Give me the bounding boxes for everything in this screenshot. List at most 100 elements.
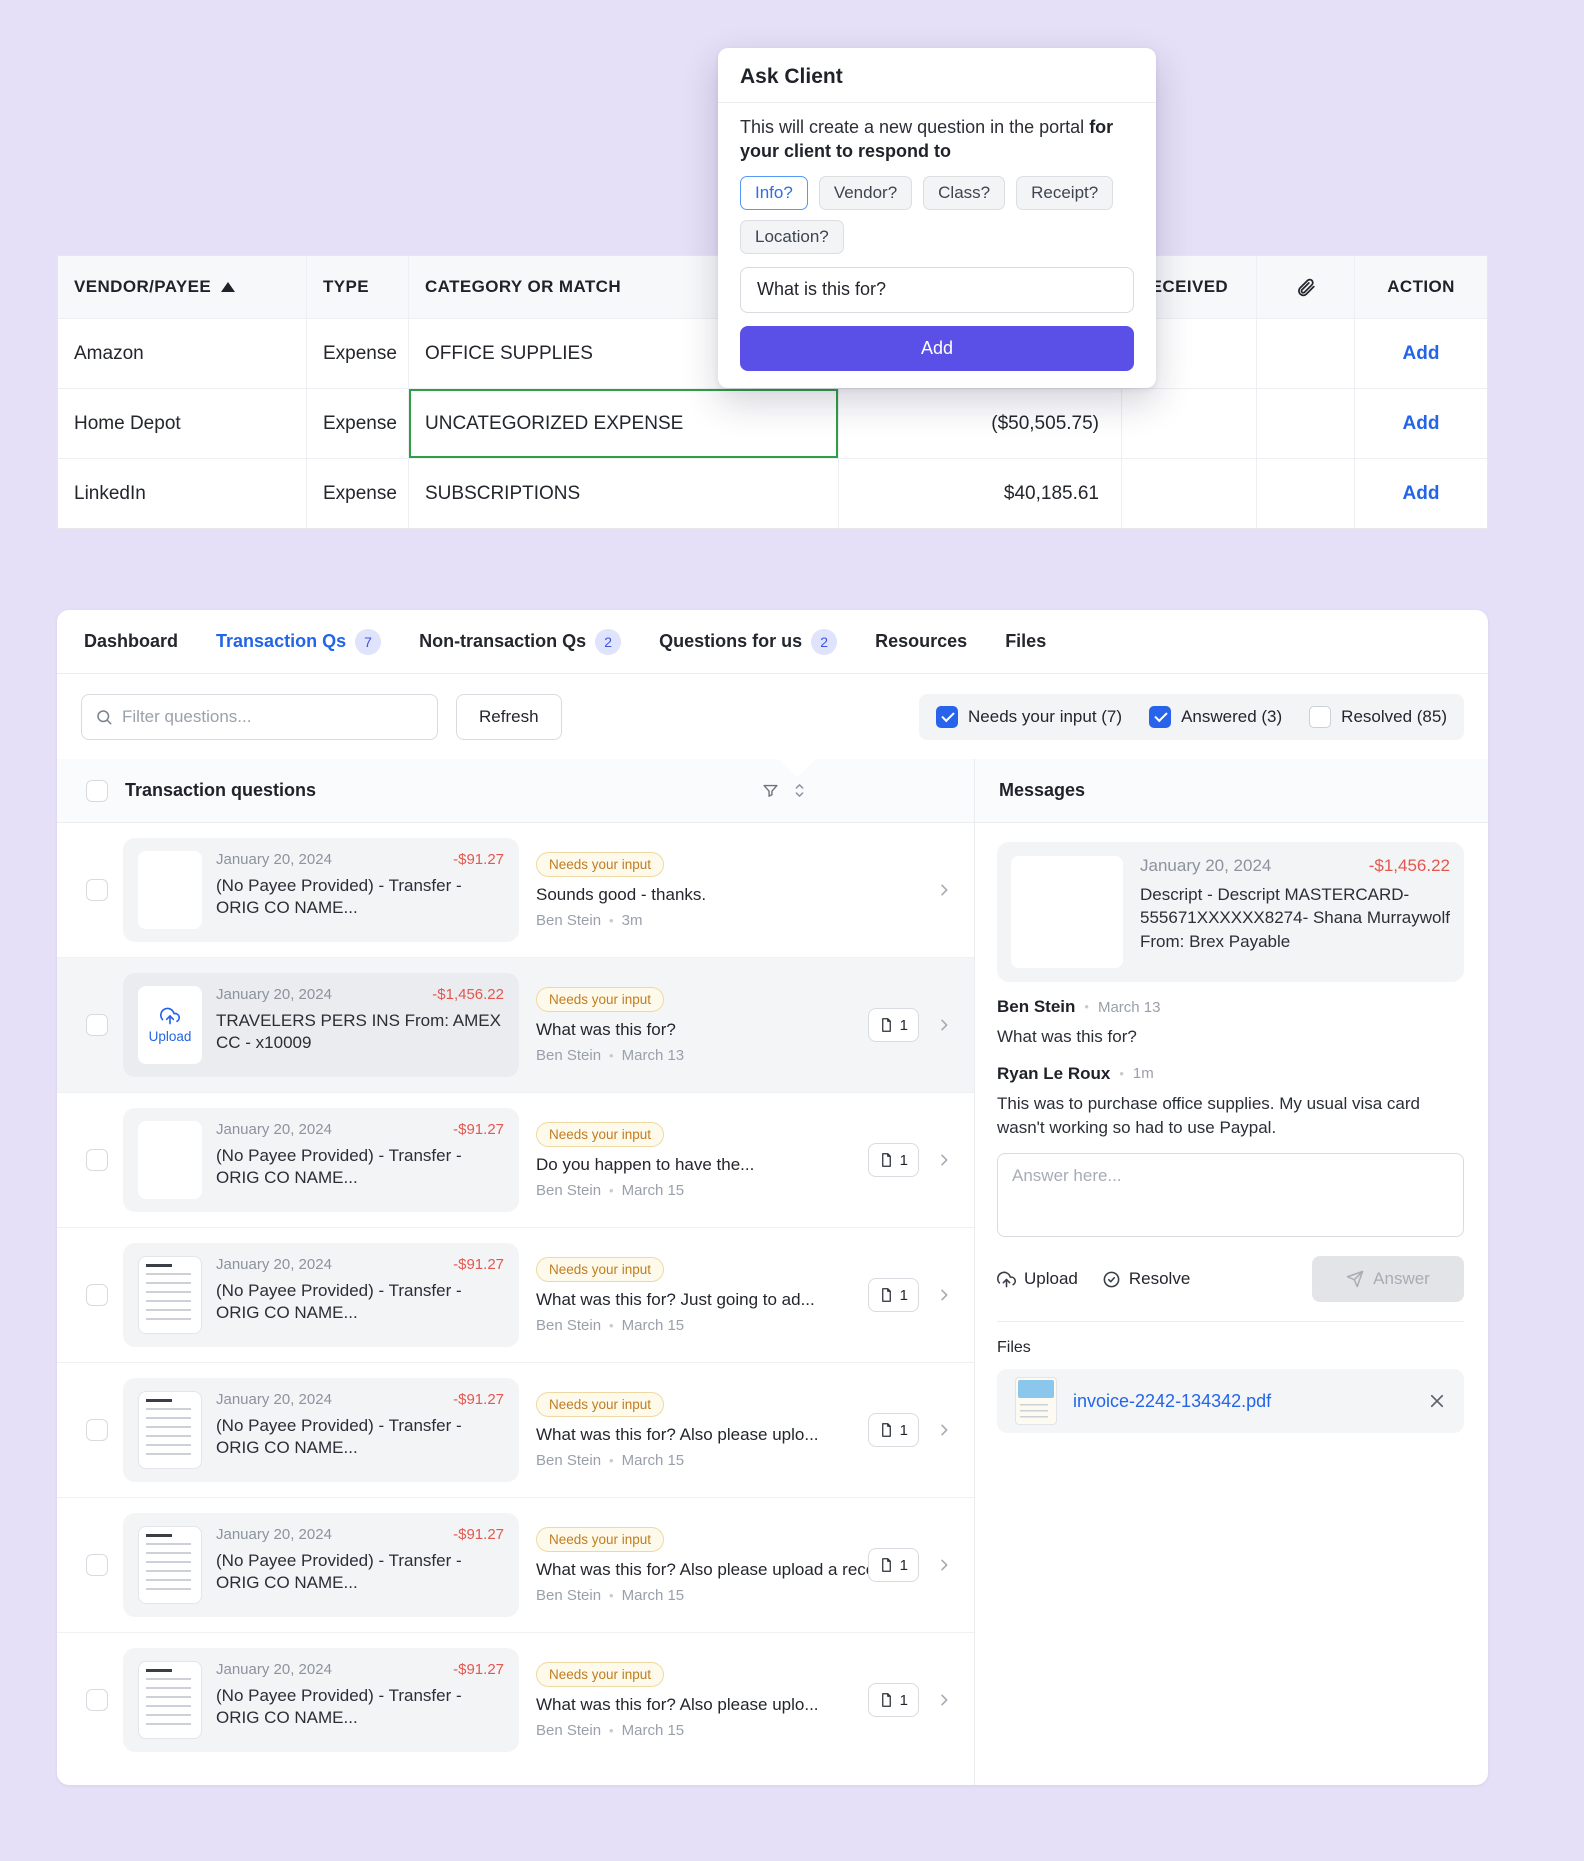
row-checkbox[interactable]	[86, 879, 108, 901]
sort-toggle-icon[interactable]	[792, 782, 807, 799]
column-header-type[interactable]: TYPE	[307, 256, 409, 318]
payee-text: (No Payee Provided) - Transfer - ORIG CO…	[216, 1686, 462, 1728]
category-cell[interactable]: SUBSCRIPTIONS	[409, 458, 839, 528]
row-checkbox[interactable]	[86, 1284, 108, 1306]
message: Ryan Le Roux 1m This was to purchase off…	[997, 1064, 1464, 1140]
receipt-thumbnail	[138, 1256, 202, 1334]
chevron-right-icon[interactable]	[936, 1557, 952, 1573]
status-badge: Needs your input	[536, 851, 665, 877]
attachment-count-chip[interactable]: 1	[867, 1683, 919, 1717]
file-link[interactable]: invoice-2242-134342.pdf	[1073, 1390, 1272, 1411]
filter-questions-search[interactable]	[81, 693, 438, 740]
chip-class[interactable]: Class?	[923, 175, 1006, 210]
vendor-cell[interactable]: LinkedIn	[58, 458, 307, 528]
list-item-selected[interactable]: Upload January 20, 2024 -$1,456.22 TRAVEL…	[57, 957, 974, 1092]
list-item[interactable]: January 20, 2024 -$91.27 (No Payee Provid…	[57, 1632, 974, 1767]
vendor-cell[interactable]: Amazon	[58, 318, 307, 388]
list-item[interactable]: January 20, 2024 -$91.27 (No Payee Provid…	[57, 1497, 974, 1632]
type-cell[interactable]: Expense	[307, 458, 409, 528]
checkbox-unchecked-icon[interactable]	[1309, 705, 1332, 728]
add-link[interactable]: Add	[1402, 412, 1440, 434]
circle-check-icon	[1103, 1271, 1120, 1288]
add-link[interactable]: Add	[1402, 342, 1440, 364]
remove-file-icon[interactable]	[1428, 1392, 1446, 1410]
refresh-button[interactable]: Refresh	[456, 693, 562, 740]
chevron-right-icon[interactable]	[936, 1017, 952, 1033]
list-item[interactable]: January 20, 2024 -$91.27 (No Payee Provid…	[57, 823, 974, 957]
attachment-count-chip[interactable]: 1	[867, 1008, 919, 1042]
payee-text: (No Payee Provided) - Transfer - ORIG CO…	[216, 1146, 462, 1188]
action-cell: Add	[1355, 318, 1487, 388]
question-text: What was this for? Also please upload a …	[536, 1559, 868, 1579]
chevron-right-icon[interactable]	[936, 1287, 952, 1303]
filter-answered[interactable]: Answered (3)	[1149, 705, 1282, 728]
tab-transaction-qs[interactable]: Transaction Qs 7	[216, 628, 382, 655]
checkbox-checked-icon[interactable]	[936, 705, 959, 728]
column-header-vendor[interactable]: VENDOR/PAYEE	[58, 256, 307, 318]
tab-dashboard[interactable]: Dashboard	[84, 631, 179, 651]
answer-button-disabled[interactable]: Answer	[1312, 1256, 1464, 1303]
transaction-questions-panel: Transaction questions January 20, 2024 -$…	[57, 739, 975, 1785]
checkbox-checked-icon[interactable]	[1149, 705, 1172, 728]
chip-location[interactable]: Location?	[740, 219, 844, 254]
category-cell-highlighted[interactable]: UNCATEGORIZED EXPENSE	[409, 388, 839, 458]
filter-questions-input[interactable]	[122, 706, 424, 727]
add-question-button[interactable]: Add	[740, 325, 1134, 371]
upload-receipt-thumbnail[interactable]: Upload	[138, 986, 202, 1064]
question-input[interactable]	[740, 266, 1134, 313]
payee-text: TRAVELERS PERS INS From: AMEX CC - x1000…	[216, 1011, 501, 1053]
row-checkbox[interactable]	[86, 1554, 108, 1576]
select-all-checkbox[interactable]	[86, 779, 108, 802]
client-portal-card: Dashboard Transaction Qs 7 Non-transactio…	[57, 610, 1488, 1785]
chip-info[interactable]: Info?	[740, 175, 808, 210]
chevron-right-icon[interactable]	[936, 882, 952, 898]
payee-text: (No Payee Provided) - Transfer - ORIG CO…	[216, 876, 462, 918]
filter-resolved[interactable]: Resolved (85)	[1309, 705, 1447, 728]
document-icon	[881, 1018, 891, 1032]
document-icon	[881, 1558, 891, 1572]
received-cell	[1122, 388, 1257, 458]
search-icon	[97, 709, 112, 724]
action-cell: Add	[1355, 458, 1487, 528]
add-link[interactable]: Add	[1402, 482, 1440, 504]
row-checkbox[interactable]	[86, 1419, 108, 1441]
chip-receipt[interactable]: Receipt?	[1016, 175, 1114, 210]
row-checkbox[interactable]	[86, 1014, 108, 1036]
attachment-count-chip[interactable]: 1	[867, 1278, 919, 1312]
message-text: What was this for?	[997, 1027, 1137, 1046]
chevron-right-icon[interactable]	[936, 1152, 952, 1168]
upload-button[interactable]: Upload	[997, 1269, 1078, 1289]
list-item[interactable]: January 20, 2024 -$91.27 (No Payee Provid…	[57, 1227, 974, 1362]
tab-non-transaction-qs[interactable]: Non-transaction Qs 2	[419, 628, 622, 655]
send-icon	[1346, 1271, 1364, 1288]
chevron-right-icon[interactable]	[936, 1692, 952, 1708]
attachment-count-chip[interactable]: 1	[867, 1413, 919, 1447]
panel-title: Transaction questions	[125, 780, 317, 800]
type-cell[interactable]: Expense	[307, 388, 409, 458]
list-item[interactable]: January 20, 2024 -$91.27 (No Payee Provid…	[57, 1362, 974, 1497]
column-header-attachment[interactable]	[1257, 256, 1355, 318]
transaction-questions-list: January 20, 2024 -$91.27 (No Payee Provid…	[57, 823, 974, 1767]
tab-questions-for-us[interactable]: Questions for us 2	[659, 628, 838, 655]
attachment-count-chip[interactable]: 1	[867, 1548, 919, 1582]
type-cell[interactable]: Expense	[307, 318, 409, 388]
chip-vendor[interactable]: Vendor?	[818, 175, 913, 210]
row-checkbox[interactable]	[86, 1149, 108, 1171]
resolve-button[interactable]: Resolve	[1102, 1269, 1190, 1289]
tab-files[interactable]: Files	[1005, 631, 1047, 651]
filter-needs-your-input[interactable]: Needs your input (7)	[936, 705, 1122, 728]
transaction-summary-card: January 20, 2024 -$91.27 (No Payee Provid…	[123, 1513, 519, 1617]
answer-textarea[interactable]	[997, 1153, 1464, 1238]
row-checkbox[interactable]	[86, 1689, 108, 1711]
ask-client-popover: Ask Client This will create a new questi…	[718, 48, 1156, 388]
vendor-cell[interactable]: Home Depot	[58, 388, 307, 458]
chevron-right-icon[interactable]	[936, 1422, 952, 1438]
tab-resources[interactable]: Resources	[875, 631, 968, 651]
transaction-summary-card: January 20, 2024 -$91.27 (No Payee Provid…	[123, 1243, 519, 1347]
attachment-count-chip[interactable]: 1	[867, 1143, 919, 1177]
received-cell	[1122, 458, 1257, 528]
transaction-summary-card: January 20, 2024 -$91.27 (No Payee Provid…	[123, 1108, 519, 1212]
filter-funnel-icon[interactable]	[762, 782, 779, 799]
list-item[interactable]: January 20, 2024 -$91.27 (No Payee Provid…	[57, 1092, 974, 1227]
transaction-description: Descript - Descript MASTERCARD-555671XXX…	[1140, 885, 1450, 951]
